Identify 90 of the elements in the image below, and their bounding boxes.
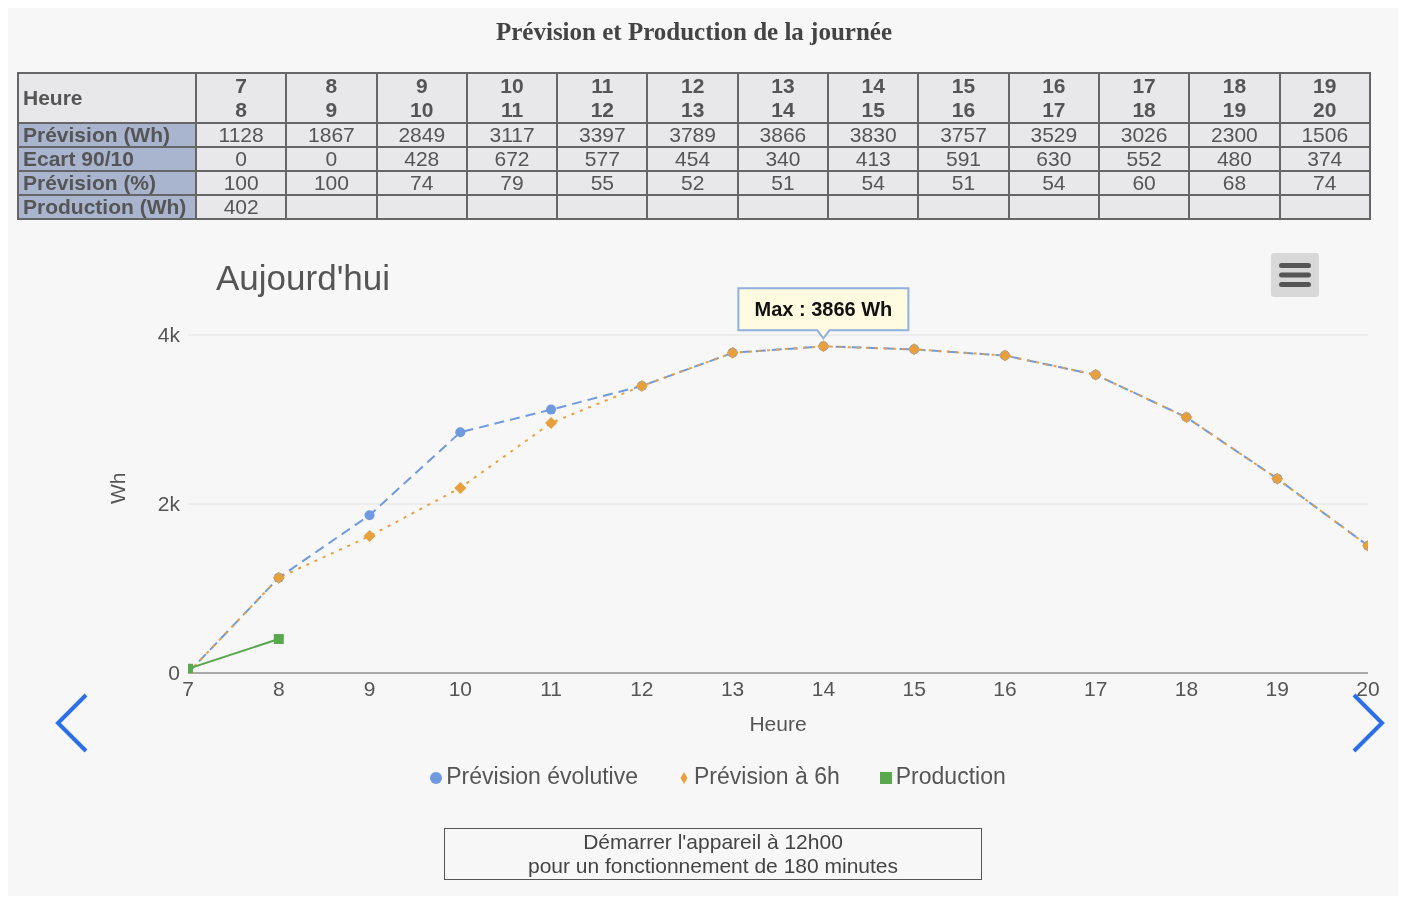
- data-label: 51: [918, 171, 1009, 195]
- x-tick-label: 19: [1265, 676, 1289, 700]
- data-label: 1867: [286, 123, 377, 147]
- data-label: 577: [557, 147, 648, 171]
- y-tick-label: 2k: [157, 492, 181, 516]
- data-label: 1128: [196, 123, 287, 147]
- point: [545, 416, 558, 429]
- data-label: 68: [1189, 171, 1280, 195]
- x-tick-label: 8: [272, 676, 285, 700]
- data-label: 591: [918, 147, 1009, 171]
- data-label: 630: [1008, 147, 1099, 171]
- data-label: 55: [557, 171, 648, 195]
- data-label: 0: [286, 147, 377, 171]
- data-label: 51: [737, 171, 829, 195]
- data-label: 3789: [647, 123, 738, 147]
- x-tick-label: 18 19: [1221, 74, 1248, 122]
- x-tick-label: 19 20: [1312, 74, 1338, 122]
- x-tick-label: 14 15: [860, 74, 886, 122]
- data-label: 74: [1279, 171, 1370, 195]
- data-label: 340: [737, 147, 829, 171]
- data-label: 74: [376, 171, 467, 195]
- x-tick-label: 16 17: [1041, 74, 1067, 122]
- x-tick-label: 17: [1084, 676, 1108, 700]
- data-label: 52: [647, 171, 738, 195]
- data-label: 3529: [1008, 123, 1099, 147]
- x-tick-label: 20: [1356, 676, 1380, 700]
- y-tick-label: Prévision (%): [18, 171, 196, 195]
- data-label: 2300: [1189, 123, 1280, 147]
- data-label: 428: [376, 147, 467, 171]
- data-label: 3757: [918, 123, 1009, 147]
- data-label: 3866: [737, 123, 829, 147]
- data-label: 60: [1098, 171, 1190, 195]
- x-tick-label: 10: [448, 676, 472, 700]
- legend-label: Prévision évolutive: [446, 763, 639, 789]
- x-tick-label: 12: [630, 676, 654, 700]
- x-tick-label: 13: [720, 676, 745, 700]
- data-label: 54: [828, 171, 919, 195]
- x-axis-title: Heure: [749, 712, 807, 735]
- data-label: 3026: [1098, 123, 1190, 147]
- data-label: 2849: [376, 123, 467, 147]
- data-label: 454: [647, 147, 738, 171]
- point: [454, 481, 467, 494]
- y-tick-label: Prévision (Wh): [18, 123, 196, 147]
- x-tick-label: 15: [902, 676, 926, 700]
- x-tick-label: 7: [182, 676, 194, 700]
- data-label: 374: [1279, 147, 1370, 171]
- legend-label: Production: [895, 763, 1006, 789]
- x-tick-label: 8 9: [324, 74, 339, 122]
- x-tick-label: 11 12: [589, 74, 615, 122]
- x-tick-label: 14: [811, 676, 836, 700]
- data-label: 672: [466, 147, 558, 171]
- data-label: 3397: [557, 123, 648, 147]
- data-label: 0: [196, 147, 287, 171]
- chart-title: Prévision et Production de la journée: [495, 17, 893, 47]
- legend-label: Prévision à 6h: [694, 763, 840, 789]
- chart-title: Aujourd'hui: [216, 258, 391, 298]
- data-label: 402: [196, 195, 287, 219]
- data-label: 1506: [1279, 123, 1370, 147]
- annotation: Max : 3866 Wh: [754, 298, 893, 321]
- data-label: 3830: [828, 123, 919, 147]
- x-tick-label: 7 8: [234, 74, 248, 122]
- data-label: 100: [196, 171, 287, 195]
- x-tick-label: 15 16: [950, 74, 977, 122]
- data-label: 413: [828, 147, 919, 171]
- x-tick-label: 16: [993, 676, 1017, 700]
- y-axis-title: Wh: [106, 472, 130, 504]
- data-label: 3117: [466, 123, 558, 147]
- data-label: 100: [286, 171, 377, 195]
- point: [455, 427, 466, 438]
- x-tick-label: 13 14: [770, 74, 796, 122]
- x-tick-label: 9: [363, 676, 376, 700]
- x-tick-label: 9 10: [409, 74, 435, 122]
- y-tick-label: Production (Wh): [18, 195, 196, 219]
- point: [363, 530, 376, 543]
- x-tick-label: 12 13: [679, 74, 706, 122]
- text: Démarrer l'appareil à 12h00 pour un fonctionnement de 180 minutes: [445, 830, 981, 878]
- data-label: 480: [1189, 147, 1280, 171]
- x-tick-label: 10 11: [499, 74, 525, 122]
- data-label: 79: [466, 171, 558, 195]
- x-tick-label: 11: [540, 676, 562, 700]
- y-tick-label: 4k: [157, 323, 181, 347]
- data-label: 552: [1098, 147, 1190, 171]
- point: [364, 510, 375, 521]
- x-axis-title: Heure: [18, 73, 196, 123]
- point: [546, 404, 557, 415]
- y-tick-label: 0: [168, 661, 180, 685]
- x-tick-label: 18: [1174, 676, 1199, 700]
- x-tick-label: 17 18: [1131, 74, 1157, 122]
- y-tick-label: Ecart 90/10: [18, 147, 196, 171]
- data-label: 54: [1008, 171, 1099, 195]
